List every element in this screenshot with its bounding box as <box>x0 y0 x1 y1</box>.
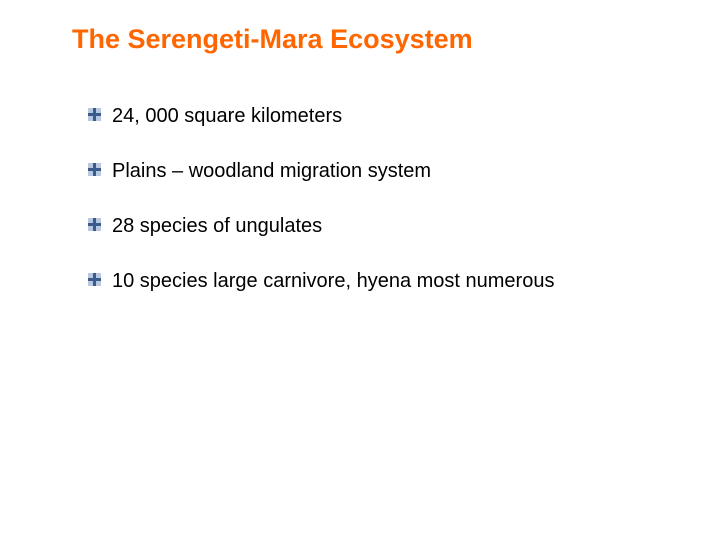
bullet-text: 24, 000 square kilometers <box>112 105 342 127</box>
compass-plus-icon <box>88 163 101 176</box>
bullet-text: Plains – woodland migration system <box>112 160 431 182</box>
slide: The Serengeti-Mara Ecosystem 24, 000 squ… <box>0 0 720 540</box>
compass-plus-icon <box>88 108 101 121</box>
list-item: Plains – woodland migration system <box>112 158 672 185</box>
compass-plus-icon <box>88 218 101 231</box>
bullet-text: 28 species of ungulates <box>112 215 322 237</box>
page-title: The Serengeti-Mara Ecosystem <box>72 24 672 55</box>
bullet-list: 24, 000 square kilometers Plains – woodl… <box>80 103 672 295</box>
compass-plus-icon <box>88 273 101 286</box>
list-item: 10 species large carnivore, hyena most n… <box>112 268 672 295</box>
list-item: 24, 000 square kilometers <box>112 103 672 130</box>
list-item: 28 species of ungulates <box>112 213 672 240</box>
bullet-text: 10 species large carnivore, hyena most n… <box>112 270 554 292</box>
